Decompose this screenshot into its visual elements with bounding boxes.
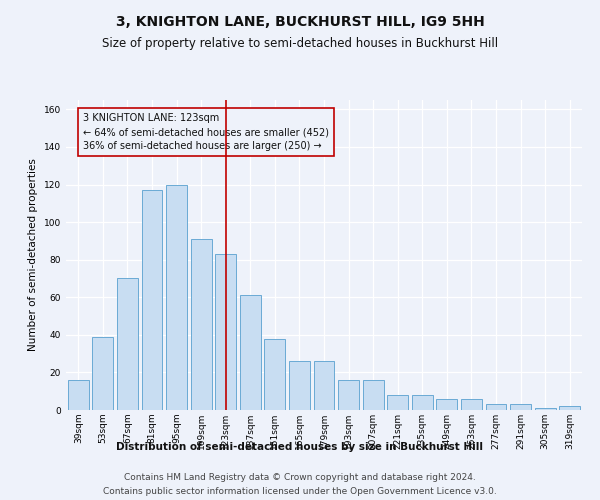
Bar — [142, 190, 163, 410]
Bar — [68, 380, 89, 410]
Bar — [387, 395, 408, 410]
Bar — [289, 361, 310, 410]
Text: Size of property relative to semi-detached houses in Buckhurst Hill: Size of property relative to semi-detach… — [102, 38, 498, 51]
Text: Distribution of semi-detached houses by size in Buckhurst Hill: Distribution of semi-detached houses by … — [116, 442, 484, 452]
Text: 3 KNIGHTON LANE: 123sqm
← 64% of semi-detached houses are smaller (452)
36% of s: 3 KNIGHTON LANE: 123sqm ← 64% of semi-de… — [83, 113, 329, 151]
Bar — [314, 361, 334, 410]
Bar — [362, 380, 383, 410]
Bar — [166, 184, 187, 410]
Bar — [559, 406, 580, 410]
Bar — [265, 338, 286, 410]
Text: 3, KNIGHTON LANE, BUCKHURST HILL, IG9 5HH: 3, KNIGHTON LANE, BUCKHURST HILL, IG9 5H… — [116, 15, 484, 29]
Bar — [510, 404, 531, 410]
Text: Contains HM Land Registry data © Crown copyright and database right 2024.: Contains HM Land Registry data © Crown c… — [124, 472, 476, 482]
Bar — [338, 380, 359, 410]
Bar — [436, 398, 457, 410]
Bar — [215, 254, 236, 410]
Bar — [485, 404, 506, 410]
Bar — [117, 278, 138, 410]
Text: Contains public sector information licensed under the Open Government Licence v3: Contains public sector information licen… — [103, 488, 497, 496]
Bar — [92, 336, 113, 410]
Bar — [240, 296, 261, 410]
Bar — [535, 408, 556, 410]
Y-axis label: Number of semi-detached properties: Number of semi-detached properties — [28, 158, 38, 352]
Bar — [191, 239, 212, 410]
Bar — [412, 395, 433, 410]
Bar — [461, 398, 482, 410]
